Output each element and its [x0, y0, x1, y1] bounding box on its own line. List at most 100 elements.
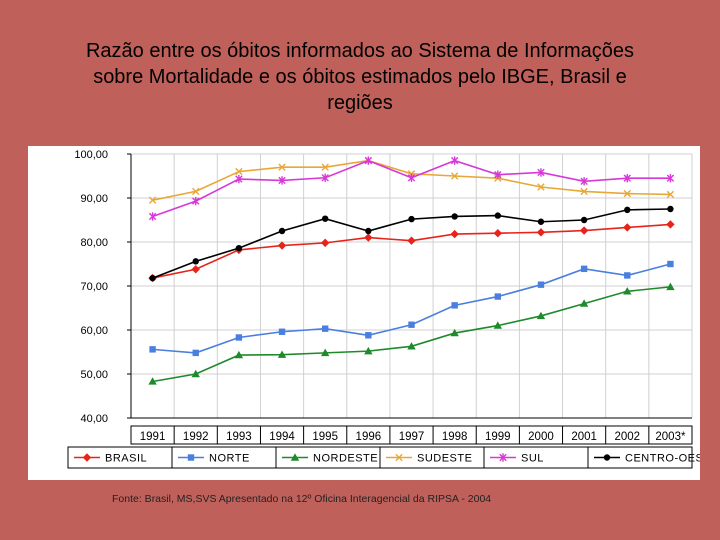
data-point — [235, 334, 243, 341]
data-point — [579, 226, 589, 235]
title-line-1: Razão entre os óbitos informados ao Sist… — [85, 40, 635, 62]
data-point — [666, 282, 675, 291]
data-point — [148, 196, 157, 204]
series-line — [152, 263, 671, 354]
data-point — [580, 187, 588, 196]
data-point — [191, 265, 200, 274]
data-point — [277, 350, 287, 358]
data-point — [278, 227, 286, 235]
data-point — [537, 168, 545, 177]
source-note: Fonte: Brasil, MS,SVS Apresentado na 12º… — [112, 493, 492, 505]
legend-label: NORDESTE — [313, 453, 378, 465]
data-point — [450, 156, 459, 165]
data-point — [235, 167, 243, 176]
data-point — [395, 453, 403, 462]
data-point — [192, 349, 199, 357]
data-point — [603, 454, 611, 461]
data-point — [536, 228, 546, 237]
data-point — [494, 170, 502, 179]
legend-label: SUDESTE — [417, 453, 472, 465]
data-point — [493, 321, 503, 329]
x-tick-label: 1993 — [226, 431, 252, 443]
legend-item: SUL — [483, 447, 544, 468]
category-table — [130, 425, 693, 445]
x-tick-label: 1998 — [442, 431, 468, 443]
legend-item: BRASIL — [74, 453, 147, 465]
legend-label: BRASIL — [105, 453, 147, 465]
data-point — [321, 173, 329, 182]
data-point — [321, 163, 329, 171]
data-point — [580, 177, 588, 186]
data-point — [451, 213, 458, 220]
data-point — [666, 174, 675, 183]
data-point — [321, 215, 329, 222]
title-line-3: regiões — [327, 92, 393, 114]
slide-title: Razão entre os óbitos informados ao Sist… — [40, 38, 680, 116]
x-tick-label: 2001 — [571, 431, 597, 443]
y-tick-label: 50,00 — [80, 369, 108, 381]
data-point — [149, 346, 156, 353]
data-point — [623, 223, 632, 232]
data-point — [278, 328, 286, 335]
data-point — [666, 220, 675, 229]
legend-item: NORDESTE — [275, 447, 378, 468]
data-point — [536, 311, 546, 320]
series-centro-oeste — [149, 205, 674, 282]
data-point — [624, 206, 631, 214]
data-point — [579, 299, 589, 307]
y-tick-label: 70,00 — [80, 281, 108, 293]
data-point — [192, 258, 199, 265]
data-point — [666, 190, 675, 199]
data-point — [493, 229, 503, 238]
legend-item: CENTRO-OESTE — [587, 447, 700, 468]
x-tick-label: 2000 — [528, 431, 554, 443]
data-point — [537, 281, 545, 288]
data-point — [450, 229, 459, 239]
x-tick-label: 1994 — [269, 431, 295, 443]
data-point — [235, 174, 243, 184]
x-tick-label: 1991 — [140, 431, 166, 443]
data-point — [364, 233, 373, 242]
data-point — [277, 241, 287, 250]
legend-label: SUL — [521, 453, 544, 465]
data-point — [537, 183, 545, 191]
data-point — [365, 227, 372, 235]
title-line-2: sobre Mortalidade e os óbitos estimados … — [93, 66, 627, 88]
data-point — [408, 321, 415, 328]
x-tick-label: 1996 — [356, 431, 382, 443]
data-point — [234, 350, 244, 359]
data-point — [191, 369, 200, 378]
data-point — [235, 244, 243, 252]
data-point — [149, 274, 156, 282]
line-chart: 40,00 50,00 60,00 70,00 80,00 90,00 100,00 1991… — [67, 149, 700, 469]
data-point — [364, 346, 373, 355]
data-point — [450, 172, 459, 180]
legend-label: NORTE — [209, 453, 250, 465]
data-point — [82, 453, 92, 462]
data-point — [494, 293, 502, 300]
data-point — [320, 238, 330, 248]
data-point — [278, 163, 286, 171]
chart-panel: 40,00 50,00 60,00 70,00 80,00 90,00 100,00 1991… — [28, 146, 700, 480]
x-tick-label: 1992 — [183, 431, 209, 443]
data-point — [148, 212, 157, 221]
series-norte — [149, 260, 674, 357]
data-point — [321, 325, 329, 332]
data-point — [623, 287, 632, 295]
series-nordeste — [148, 282, 675, 385]
y-tick-label: 40,00 — [80, 413, 108, 425]
data-point — [364, 156, 373, 165]
data-point — [499, 453, 507, 462]
series-sul — [148, 156, 675, 221]
data-point — [408, 215, 415, 223]
data-point — [667, 205, 674, 213]
series-line — [152, 286, 671, 383]
y-tick-label: 100,00 — [74, 149, 108, 161]
data-point — [407, 173, 416, 182]
data-point — [451, 302, 458, 309]
legend-item: NORTE — [171, 447, 250, 468]
series-line — [152, 159, 671, 218]
x-tick-label: 2003* — [655, 431, 686, 443]
data-point — [290, 453, 300, 461]
data-point — [407, 236, 416, 245]
